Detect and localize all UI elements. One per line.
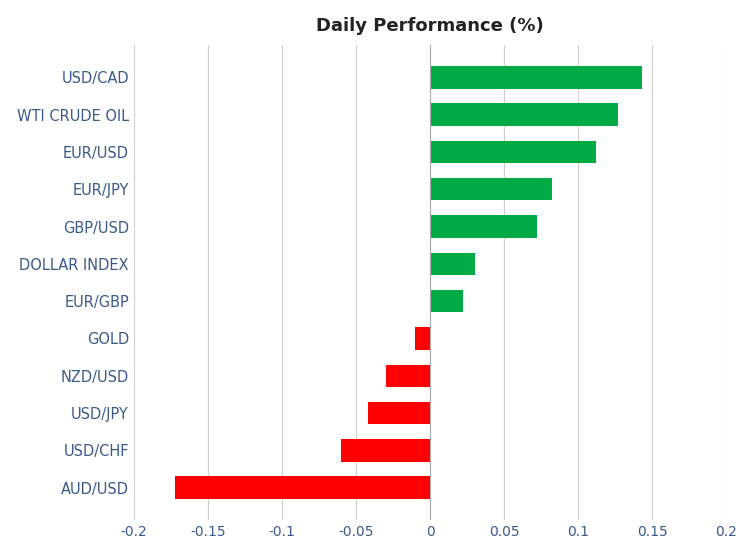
Bar	[430, 215, 537, 238]
Bar	[415, 327, 430, 350]
Bar	[342, 439, 430, 461]
Bar	[430, 178, 552, 201]
Bar	[175, 476, 430, 499]
Bar	[430, 141, 596, 163]
Title: Daily Performance (%): Daily Performance (%)	[316, 17, 544, 34]
Bar	[430, 252, 474, 275]
Bar	[430, 103, 618, 126]
Bar	[430, 290, 463, 312]
Bar	[430, 66, 642, 88]
Bar	[385, 365, 430, 387]
Bar	[368, 402, 430, 424]
